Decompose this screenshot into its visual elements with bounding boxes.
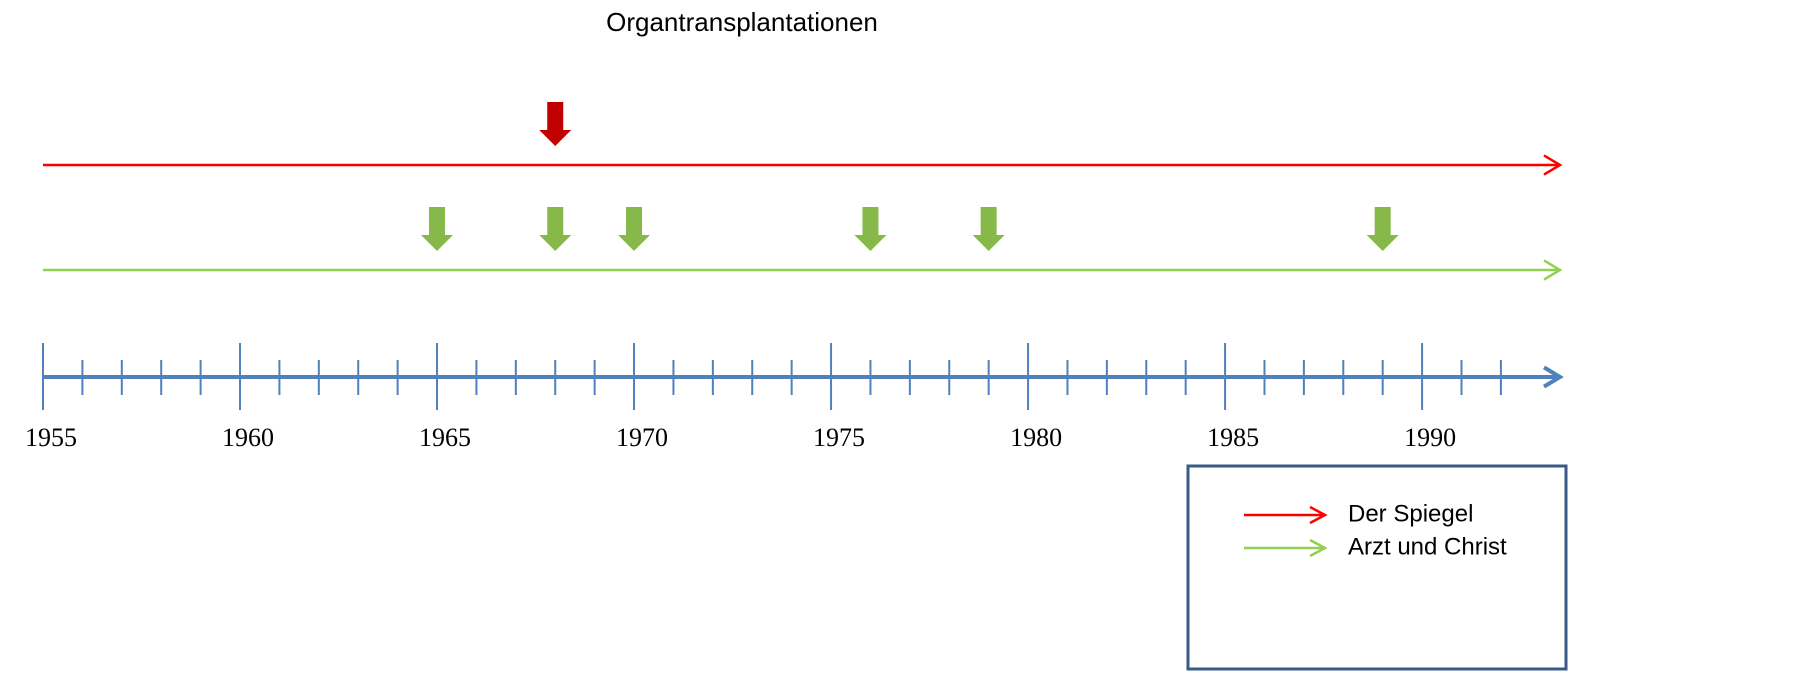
event-arrow <box>972 207 1005 251</box>
event-arrow <box>1366 207 1399 251</box>
event-arrow <box>539 207 572 251</box>
x-tick-label: 1990 <box>1404 423 1456 452</box>
legend-line-head <box>1309 505 1328 525</box>
x-tick-label: 1980 <box>1010 423 1062 452</box>
event-arrow <box>539 102 572 146</box>
event-arrow <box>618 207 651 251</box>
legend-line-head <box>1309 538 1328 558</box>
chart-title: Organtransplantationen <box>606 7 878 37</box>
time-axis-head <box>1542 365 1564 389</box>
legend-label: Arzt und Christ <box>1348 533 1507 560</box>
x-tick-label: 1975 <box>813 423 865 452</box>
series-line-head <box>1543 154 1563 176</box>
x-tick-label: 1965 <box>419 423 471 452</box>
event-arrow <box>421 207 454 251</box>
x-tick-label: 1955 <box>25 423 77 452</box>
legend-box <box>1186 464 1568 671</box>
x-tick-label: 1960 <box>222 423 274 452</box>
legend-label: Der Spiegel <box>1348 500 1473 527</box>
x-tick-label: 1985 <box>1207 423 1259 452</box>
x-tick-label: 1970 <box>616 423 668 452</box>
series-line-head <box>1543 259 1563 281</box>
event-arrow <box>854 207 887 251</box>
